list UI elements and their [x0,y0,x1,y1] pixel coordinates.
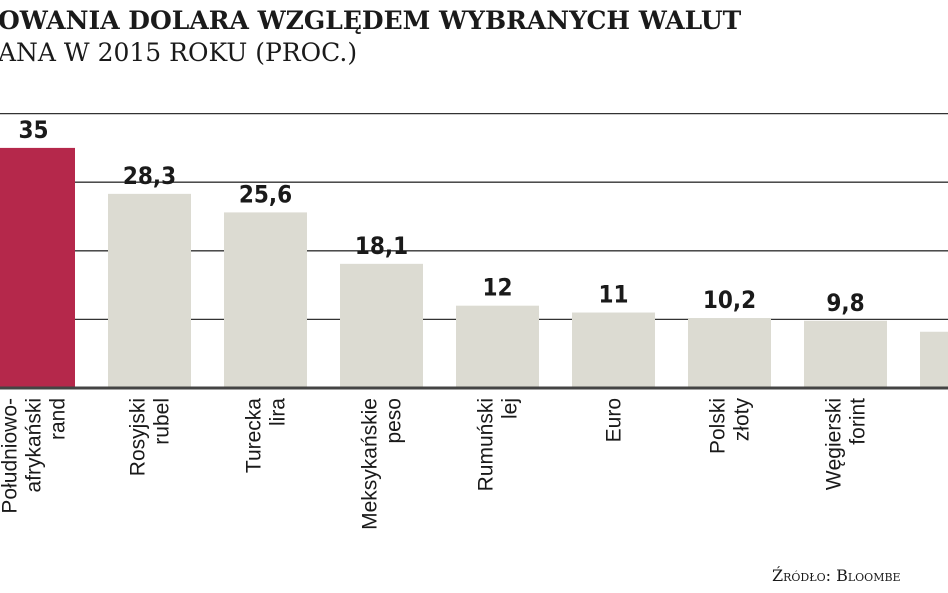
value-label: 28,3 [123,162,176,190]
category-label: Euro [603,398,626,442]
category-label: rand [47,398,70,440]
bar [920,331,948,387]
bar [0,147,75,387]
category-label: forint [847,398,870,445]
category-label: Meksykańskie [359,398,382,530]
category-label: lira [267,398,290,426]
category-label: rubel [151,398,174,445]
bar [572,312,655,387]
bar [804,320,887,387]
category-label: Rosyjski [127,398,150,476]
bar [456,305,539,387]
value-label: 25,6 [239,180,292,208]
category-label: Turecka [243,398,266,473]
value-label: 10,2 [703,286,756,314]
source-note: Źródło: Bloombe [772,566,901,585]
bar [688,318,771,387]
category-label: Polski [707,398,730,454]
value-label: 18,1 [355,232,408,260]
bar [108,193,191,387]
chart-title: OWANIA DOLARA WZGLĘDEM WYBRANYCH WALUT [0,6,742,35]
value-label: 35 [18,116,48,144]
category-label: Południowo- [0,398,22,514]
chart-subtitle: ANA W 2015 ROKU (PROC.) [0,38,358,67]
category-label: afrykański [23,398,46,493]
value-label: 9,8 [826,289,864,317]
value-label: 11 [598,281,628,309]
category-label: lej [499,398,522,419]
category-label: Rumuński [475,398,498,491]
value-label: 12 [482,274,512,302]
category-label: Węgierski [823,398,846,490]
category-label: peso [383,398,406,444]
bar [224,212,307,387]
bar [340,263,423,387]
category-label: złoty [731,398,754,442]
